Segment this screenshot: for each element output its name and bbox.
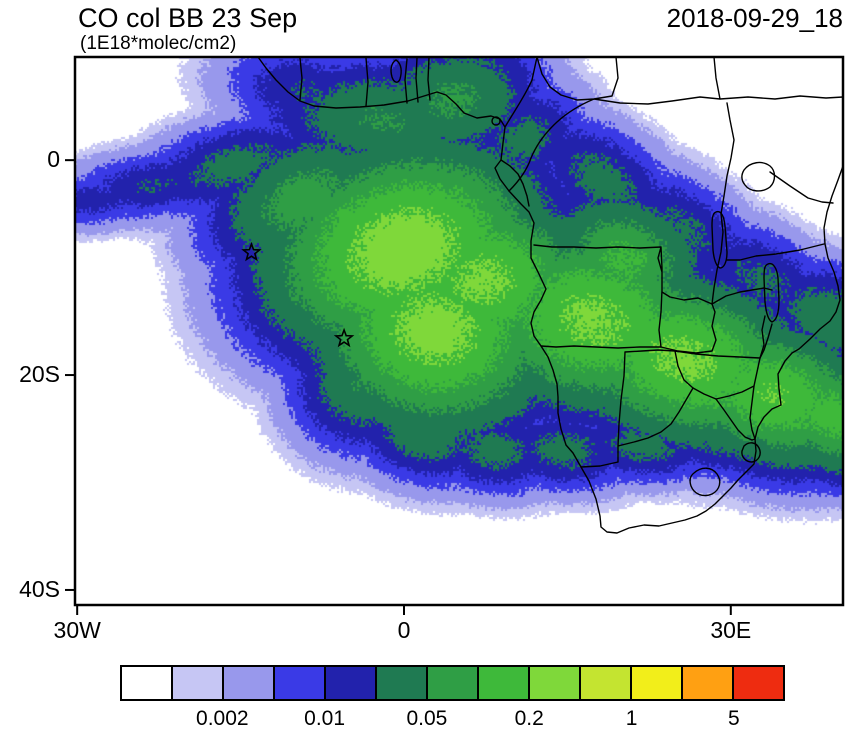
valid-time-label: 2018-09-29_18 (666, 3, 843, 33)
borders-zimbabwe (674, 350, 761, 400)
border-swaziland (741, 442, 761, 463)
colorbar-cell-9 (579, 667, 630, 699)
border-lesotho (689, 467, 721, 497)
colorbar-cell-10 (630, 667, 681, 699)
island-bioko (491, 116, 501, 126)
borders-drc (500, 98, 735, 305)
y-tick-label: 20S (19, 361, 60, 388)
border-nigeria-cameroon (504, 57, 538, 128)
colorbar-tick-label: 0.2 (514, 707, 544, 730)
colorbar (120, 665, 785, 701)
colorbar-tick-label: 5 (728, 707, 740, 730)
colorbar-cell-7 (477, 667, 528, 699)
lake-volta (390, 59, 402, 83)
colorbar-cell-3 (273, 667, 324, 699)
lake-victoria (741, 161, 776, 192)
colorbar-cell-0 (122, 667, 171, 699)
star-marker-1 (333, 327, 355, 348)
colorbar-cell-12 (732, 667, 783, 699)
plot-units-subtitle: (1E18*molec/cm2) (80, 33, 237, 54)
country-borders (257, 57, 843, 534)
borders-botswana-namibia (580, 349, 694, 468)
y-tick-label: 40S (19, 575, 60, 602)
station-star-markers (241, 241, 355, 348)
borders-west-africa (299, 57, 431, 107)
plot-title: CO col BB 23 Sep (78, 3, 298, 33)
colorbar-tick-label: 0.01 (304, 707, 346, 730)
colorbar-cell-2 (222, 667, 273, 699)
colorbar-cell-11 (681, 667, 732, 699)
borders-east-africa (726, 171, 834, 261)
lake-malawi (763, 262, 780, 323)
plot-frame (73, 55, 845, 607)
colorbar-tick-label: 0.002 (196, 707, 249, 730)
colorbar-cell-5 (375, 667, 426, 699)
star-marker-0 (241, 241, 262, 262)
contour-field-canvas (75, 57, 843, 605)
colorbar-cell-6 (426, 667, 477, 699)
lake-tanganyika (711, 210, 728, 269)
x-tick-label: 0 (397, 617, 411, 643)
axis-ticks (65, 159, 732, 615)
x-tick-label: 30W (53, 617, 101, 643)
colorbar-tick-label: 0.05 (406, 707, 448, 730)
y-tick-label: 0 (47, 146, 60, 173)
x-tick-label: 30E (710, 617, 752, 643)
borders-mozambique-southafrica (715, 315, 766, 441)
colorbar-cell-4 (324, 667, 375, 699)
colorbar-cell-1 (171, 667, 222, 699)
colorbar-tick-label: 1 (625, 707, 638, 730)
colorbar-cell-8 (528, 667, 579, 699)
borders-angola (533, 244, 713, 349)
borders-central-africa (536, 57, 843, 105)
